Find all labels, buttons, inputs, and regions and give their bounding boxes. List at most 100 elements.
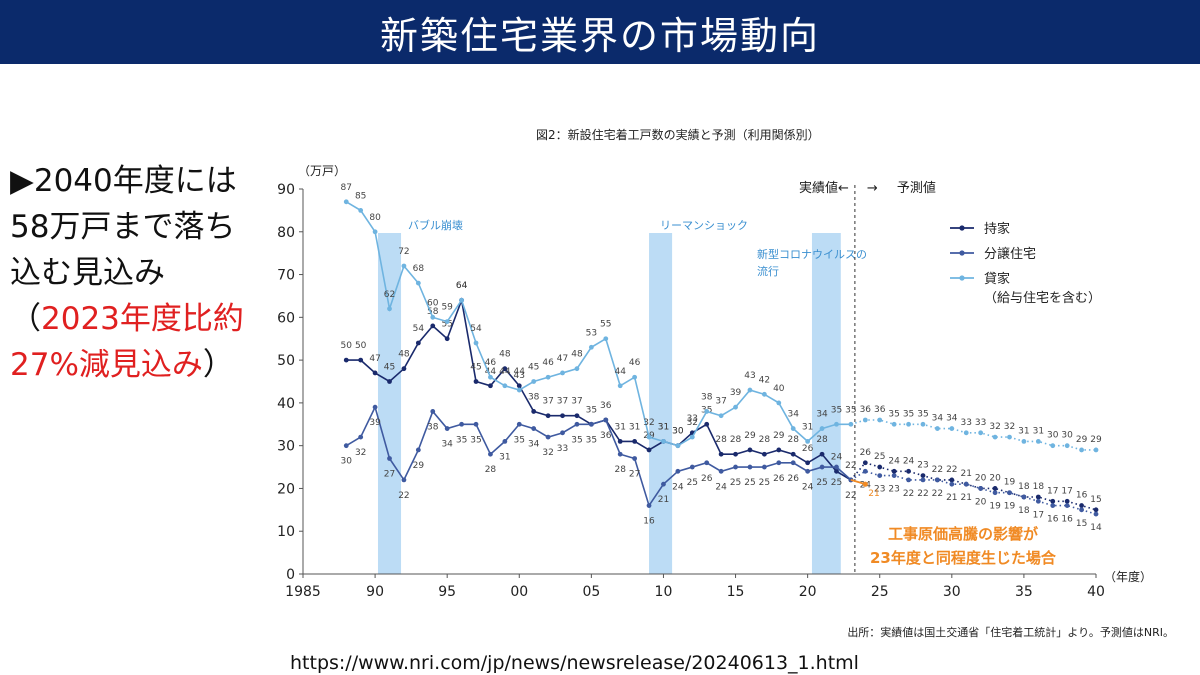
- data-label: 31: [499, 452, 510, 462]
- data-point: [430, 323, 436, 329]
- divider-label-actual: 実績値←: [799, 180, 849, 196]
- legend-note: （給与住宅を含む）: [984, 290, 1101, 306]
- data-point: [761, 391, 767, 397]
- data-label: 40: [773, 384, 785, 394]
- data-point: [488, 451, 493, 457]
- data-label: 27: [384, 470, 395, 480]
- data-label: 37: [557, 397, 568, 407]
- data-point: [516, 387, 522, 393]
- data-label: 32: [687, 418, 698, 428]
- data-label: 31: [614, 422, 625, 432]
- forecast-point: [920, 421, 926, 427]
- data-label: 48: [398, 350, 410, 360]
- chart-title: 図2：新設住宅着工戸数の実績と予測（利用関係別）: [536, 127, 820, 142]
- data-point: [387, 379, 392, 384]
- forecast-point: [891, 421, 897, 427]
- forecast-point: [978, 430, 984, 436]
- data-label: 44: [614, 367, 626, 377]
- header-bar: 新築住宅業界の市場動向: [0, 0, 1200, 64]
- band-label: バブル崩壊: [408, 218, 463, 232]
- data-label: 35: [470, 435, 481, 445]
- data-label: 28: [759, 435, 771, 445]
- forecast-point: [1079, 507, 1084, 513]
- forecast-point: [1007, 490, 1012, 496]
- divider-label-forecast: 予測値: [897, 180, 936, 196]
- data-label: 48: [571, 350, 583, 360]
- x-tick-label: 20: [799, 584, 817, 600]
- data-label: 22: [845, 461, 856, 471]
- data-point: [646, 434, 652, 440]
- forecast-label: 24: [888, 456, 900, 466]
- forecast-point: [1064, 443, 1070, 449]
- forecast-point: [891, 473, 897, 479]
- forecast-label: 32: [1004, 422, 1015, 432]
- data-point: [358, 357, 364, 363]
- forecast-label: 15: [1090, 495, 1101, 505]
- data-label: 53: [586, 328, 597, 338]
- data-label: 44: [485, 367, 497, 377]
- data-label: 26: [787, 474, 799, 484]
- data-point: [343, 443, 349, 449]
- data-point: [502, 383, 508, 389]
- x-tick-label: 10: [655, 584, 673, 600]
- data-point: [516, 421, 522, 427]
- forecast-point: [1007, 434, 1012, 440]
- forecast-point: [920, 477, 926, 483]
- forecast-label: 36: [860, 405, 872, 415]
- data-point: [617, 451, 623, 457]
- data-point: [588, 344, 594, 350]
- data-label: 28: [614, 465, 626, 475]
- data-label: 87: [341, 183, 352, 193]
- data-label: 45: [384, 363, 395, 373]
- data-label: 28: [816, 435, 828, 445]
- data-label: 37: [715, 397, 726, 407]
- data-point: [516, 383, 522, 389]
- forecast-label: 17: [1061, 486, 1072, 496]
- data-label: 59: [441, 303, 453, 313]
- data-point: [473, 421, 479, 427]
- data-label: 27: [629, 470, 640, 480]
- data-point: [733, 404, 738, 410]
- data-label: 16: [643, 517, 655, 527]
- forecast-point: [992, 434, 998, 440]
- forecast-label: 34: [946, 414, 958, 424]
- data-point: [545, 413, 551, 419]
- forecast-point: [862, 460, 868, 466]
- data-point: [545, 434, 551, 440]
- forecast-point: [877, 417, 883, 423]
- data-point: [761, 464, 767, 470]
- forecast-label: 22: [946, 465, 957, 475]
- data-label: 80: [369, 213, 381, 223]
- forecast-point: [906, 421, 911, 427]
- forecast-point: [963, 481, 969, 487]
- data-point: [718, 413, 724, 419]
- data-label: 47: [369, 354, 380, 364]
- forecast-label: 14: [1090, 523, 1102, 533]
- event-band: [811, 233, 841, 574]
- legend-label: 貸家: [984, 271, 1010, 287]
- bullet-marker: ▶: [10, 163, 34, 199]
- forecast-point: [1064, 503, 1070, 508]
- data-point: [805, 468, 811, 474]
- chart-source: 出所：実績値は国土交通省「住宅着工統計」より。予測値はNRI。: [847, 625, 1174, 639]
- data-point: [675, 468, 681, 474]
- data-label: 30: [672, 427, 684, 437]
- x-tick-label: 05: [582, 584, 600, 600]
- data-label: 62: [384, 290, 395, 300]
- source-url[interactable]: https://www.nri.com/jp/news/newsrelease/…: [290, 652, 859, 674]
- data-point: [358, 434, 364, 440]
- bullet-text-end: ）: [202, 347, 234, 383]
- data-label: 25: [730, 478, 741, 488]
- data-label: 34: [441, 440, 453, 450]
- forecast-point: [1093, 507, 1099, 513]
- data-label: 37: [542, 397, 553, 407]
- legend-marker: [959, 225, 965, 231]
- scenario-point: [862, 481, 868, 487]
- data-label: 32: [643, 418, 654, 428]
- data-point: [689, 464, 695, 470]
- data-point: [459, 297, 464, 303]
- data-point: [646, 503, 652, 508]
- forecast-label: 33: [975, 418, 986, 428]
- forecast-point: [1021, 494, 1027, 500]
- forecast-label: 24: [903, 456, 915, 466]
